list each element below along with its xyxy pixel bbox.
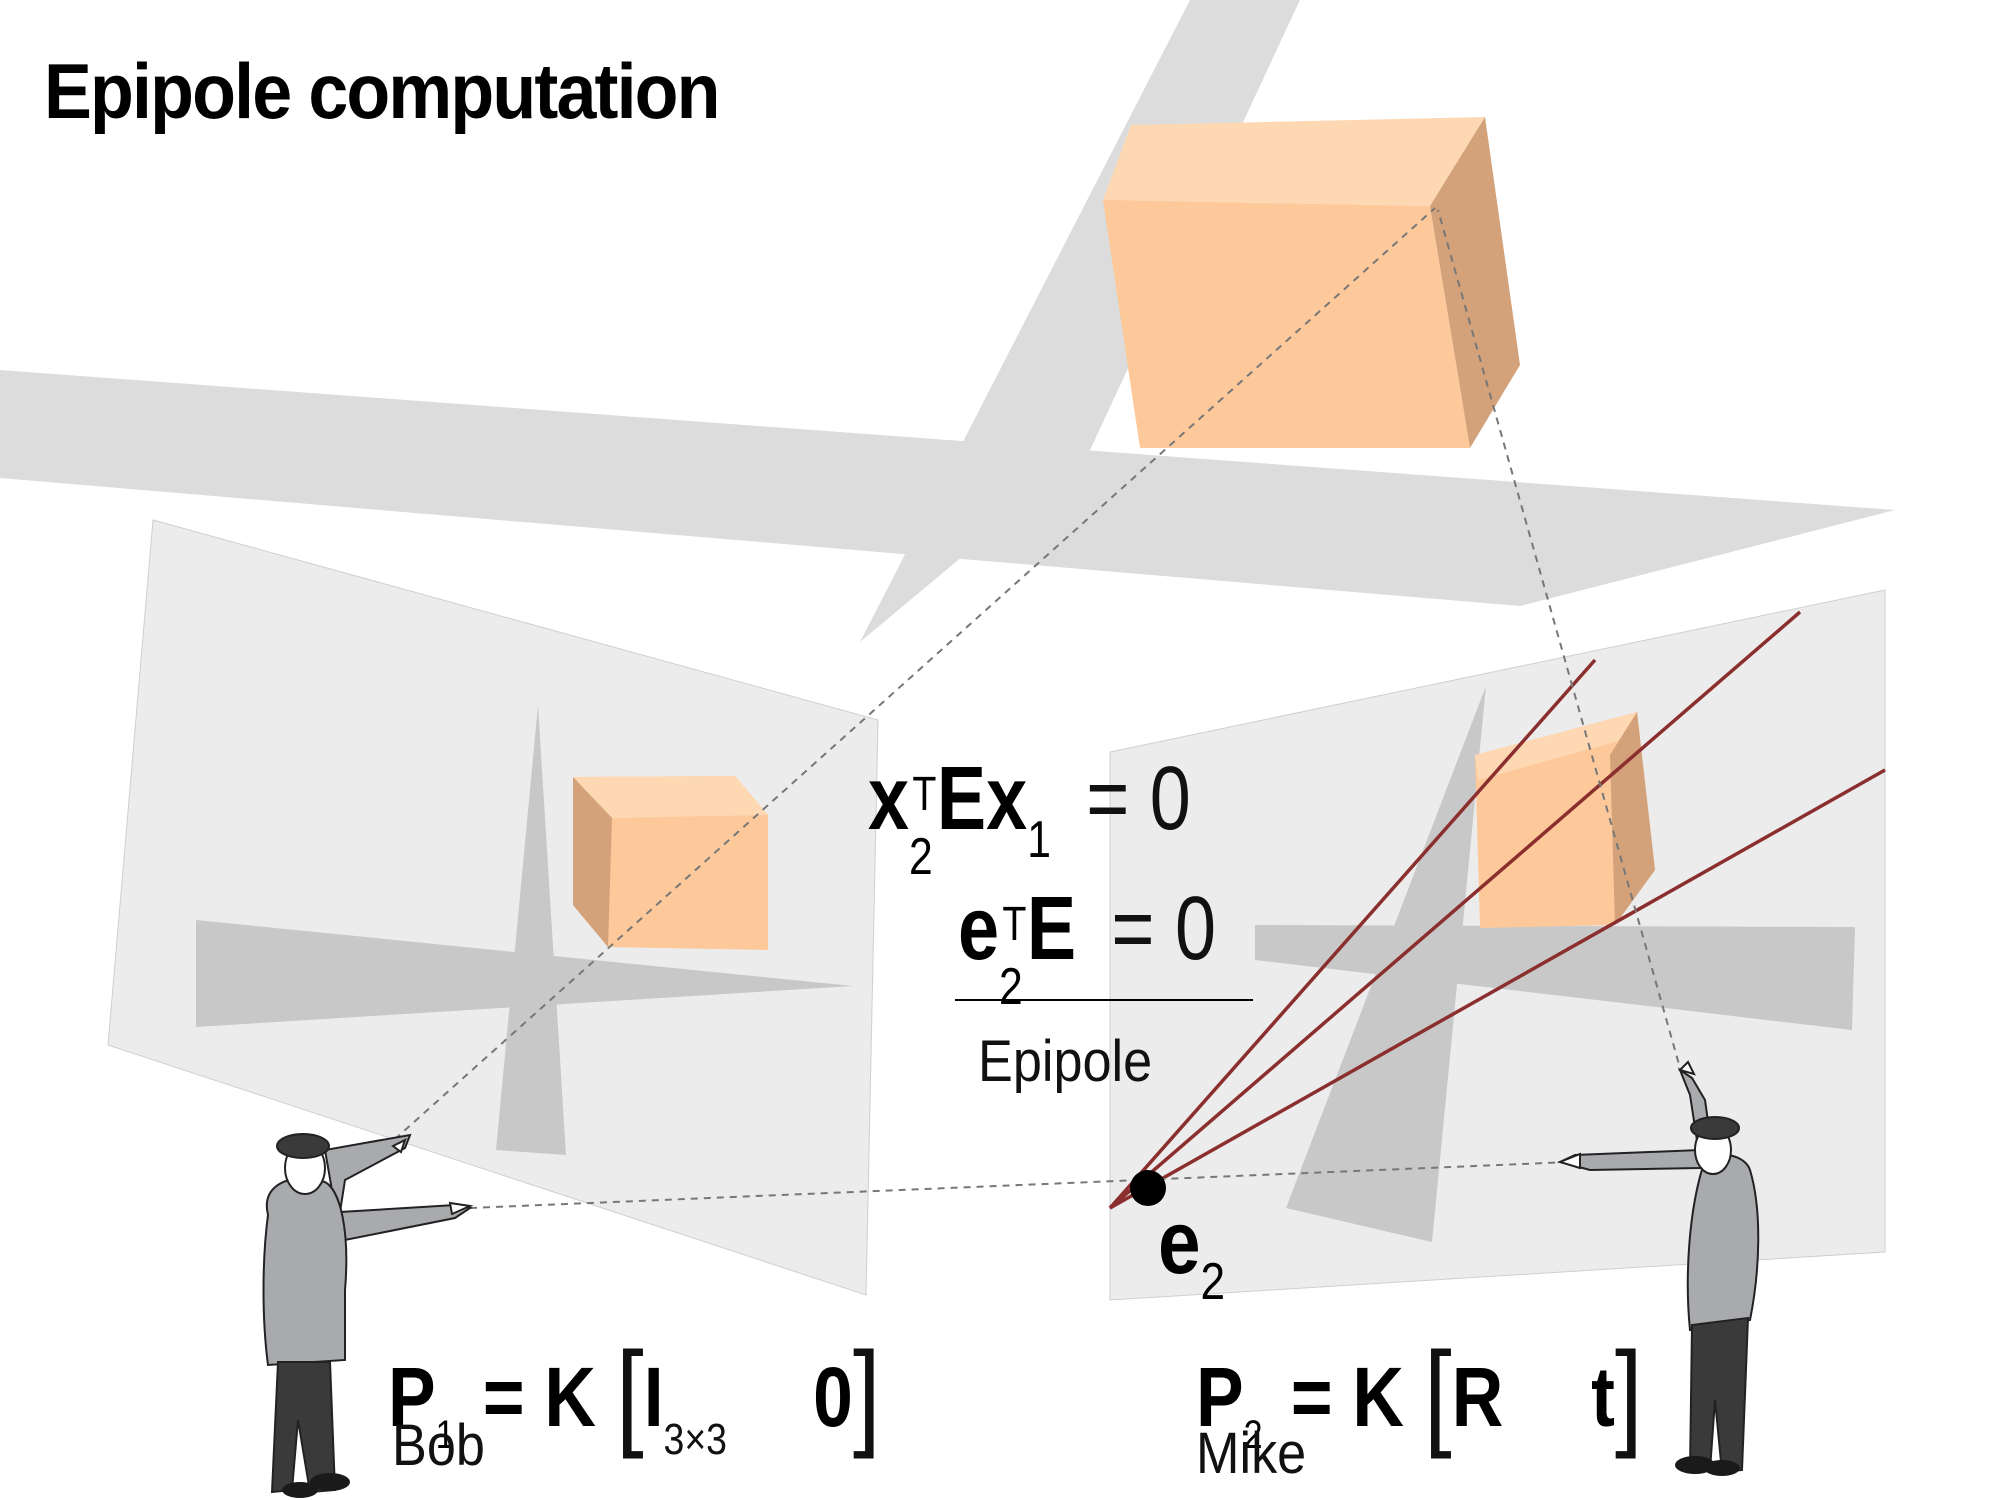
epipolar-lines	[1108, 610, 1886, 1210]
camera2-projection-matrix: P2 = K [R t]	[1196, 1318, 1643, 1460]
eq2-equals-zero: = 0	[1111, 879, 1217, 979]
cam1-P: P	[388, 1350, 436, 1444]
ray-baseline	[469, 1156, 1691, 1209]
cam2-eq-K: = K	[1290, 1350, 1404, 1444]
epipole-label-sub: 2	[1200, 1253, 1226, 1311]
person-mike	[1556, 1060, 1760, 1476]
epipole-caption: Epipole	[978, 1029, 1153, 1094]
epipolar-constraint-equation: x T 2 Ex1 = 0	[868, 748, 1191, 886]
cam2-t: t	[1591, 1350, 1615, 1444]
eq1-sub-1: 1	[1027, 811, 1051, 869]
cam2-left-bracket: [	[1423, 1328, 1452, 1460]
camera2-name: Mike	[1196, 1421, 1307, 1486]
image-plane-right	[1109, 589, 1886, 1301]
cam1-I: I	[643, 1350, 664, 1444]
eq1-x1: x	[986, 749, 1028, 849]
eq2-E: E	[1026, 879, 1077, 979]
eq1-sup-t: T	[912, 768, 937, 821]
ray-mike-to-box	[1437, 209, 1683, 1076]
page-title: Epipole computation	[44, 47, 721, 135]
cam1-left-bracket: [	[615, 1328, 644, 1460]
cam2-R: R	[1451, 1350, 1504, 1444]
image-plane-left	[107, 519, 879, 1296]
eq2-sub-2: 2	[999, 958, 1023, 1016]
eq1-E: E	[936, 749, 987, 849]
epipole-point	[1130, 1170, 1166, 1206]
cam2-P: P	[1196, 1350, 1244, 1444]
cam1-I-sub: 3×3	[663, 1415, 727, 1464]
world-box	[1103, 117, 1520, 448]
eq2-sup-t: T	[1002, 898, 1027, 951]
eq1-equals-zero: = 0	[1086, 749, 1191, 849]
cam1-eq-K: = K	[482, 1350, 596, 1444]
epipolar-line-2	[1108, 610, 1802, 1210]
cam1-zero: 0	[813, 1350, 853, 1444]
eq1-sub-2: 2	[909, 828, 933, 886]
epipolar-line-3	[1109, 768, 1886, 1210]
cam1-right-bracket: ]	[852, 1328, 881, 1460]
cam2-sub: 2	[1243, 1413, 1263, 1457]
person-bob	[262, 1133, 474, 1498]
ray-bob-to-box	[384, 207, 1436, 1149]
camera1-projection-matrix: P1 = K [I3×3 0]	[388, 1318, 881, 1464]
projection-rays	[384, 207, 1691, 1209]
cam1-sub: 1	[435, 1413, 455, 1457]
eq2-e: e	[958, 879, 1000, 979]
epipole-label-e: e	[1158, 1193, 1201, 1293]
epipolar-line-1	[1108, 658, 1597, 1210]
cam2-right-bracket: ]	[1614, 1328, 1643, 1460]
eq1-x2: x	[868, 749, 910, 849]
epipole-label: e2	[1158, 1192, 1225, 1311]
camera1-name: Bob	[392, 1413, 485, 1478]
